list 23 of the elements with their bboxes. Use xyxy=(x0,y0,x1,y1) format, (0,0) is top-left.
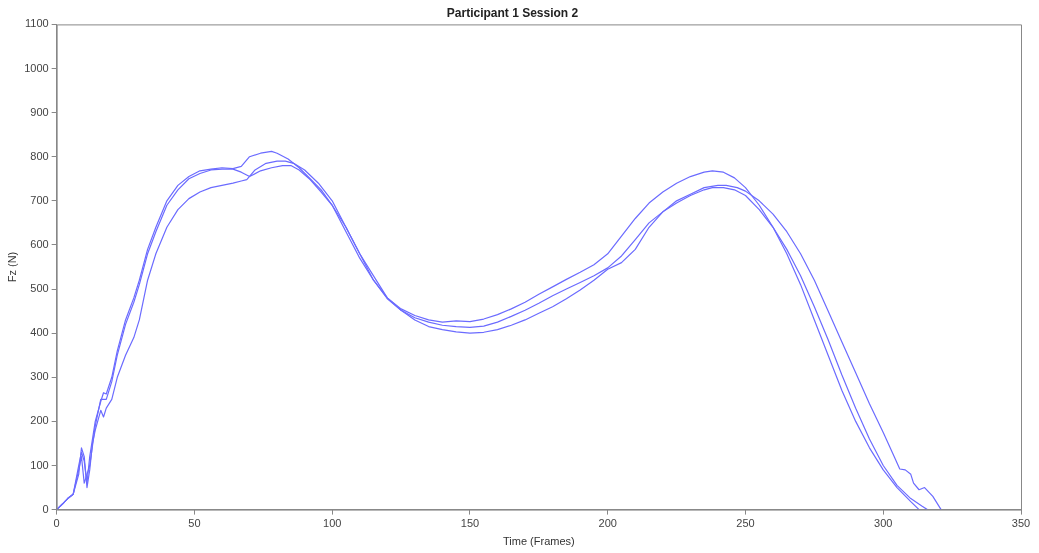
x-tick-label: 150 xyxy=(460,517,480,530)
x-tick-label: 300 xyxy=(874,517,893,530)
y-tick-label: 200 xyxy=(30,414,49,427)
chart-title: Participant 1 Session 2 xyxy=(446,5,579,20)
x-axis-title: Time (Frames) xyxy=(502,535,575,548)
x-tick-label: 350 xyxy=(1011,517,1031,530)
y-tick-label: 700 xyxy=(30,193,49,206)
y-tick-label: 0 xyxy=(42,502,49,515)
y-tick-label: 800 xyxy=(30,149,49,162)
y-tick-label: 600 xyxy=(30,237,49,250)
y-tick-label: 1100 xyxy=(25,17,49,30)
x-tick-label: 50 xyxy=(188,517,201,530)
y-tick-label: 100 xyxy=(30,458,49,471)
x-tick-label: 200 xyxy=(598,517,617,530)
y-axis-title: Fz (N) xyxy=(5,251,18,283)
x-tick-label: 250 xyxy=(736,517,755,530)
y-tick-label: 1000 xyxy=(24,61,49,74)
y-tick-label: 300 xyxy=(30,370,49,383)
y-tick-label: 500 xyxy=(30,282,49,295)
x-tick-label: 100 xyxy=(323,517,342,530)
y-tick-label: 400 xyxy=(30,326,49,339)
y-tick-label: 900 xyxy=(30,105,49,118)
x-tick-label: 0 xyxy=(53,517,60,530)
